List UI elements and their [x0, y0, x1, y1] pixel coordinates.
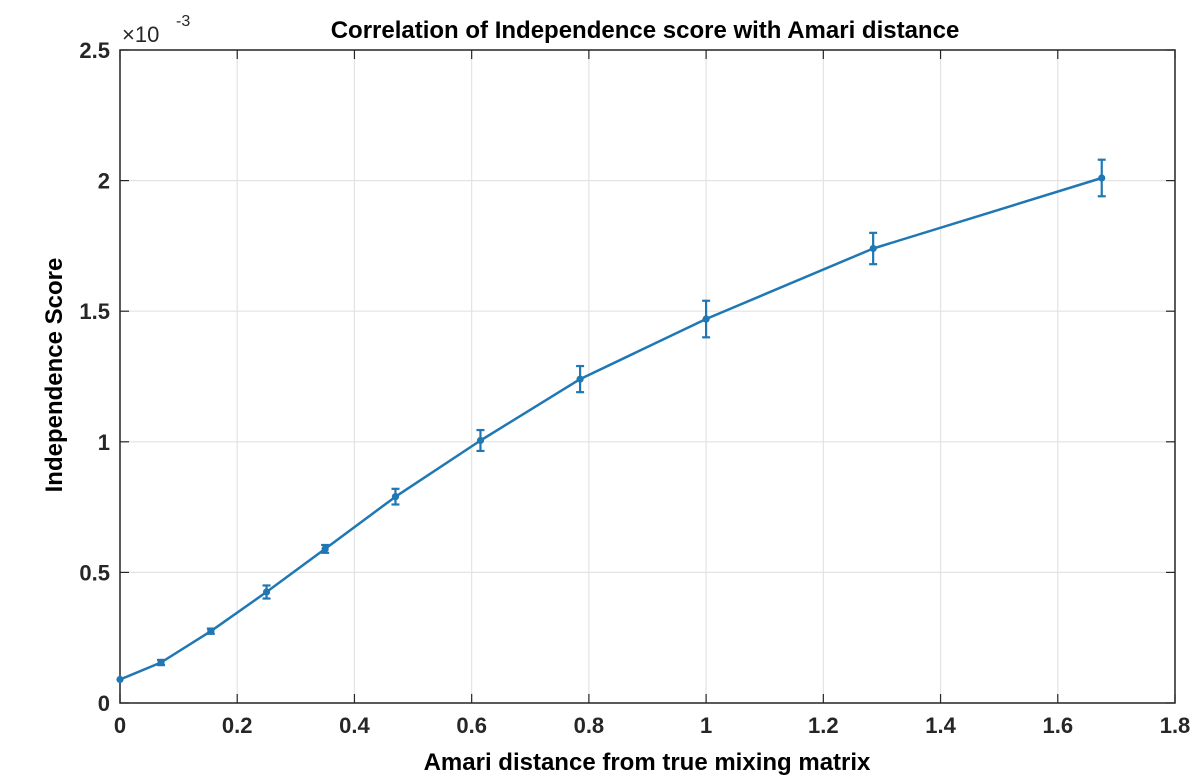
data-point — [391, 493, 400, 501]
y-tick-label: 2.5 — [79, 38, 110, 63]
x-tick-label: 0.4 — [339, 713, 370, 738]
y-tick-label: 1.5 — [79, 299, 110, 324]
data-point — [702, 315, 710, 323]
data-point — [576, 375, 584, 383]
data-point — [262, 588, 271, 596]
series — [116, 158, 1106, 684]
x-tick-label: 0.8 — [574, 713, 605, 738]
y-tick-label: 0.5 — [79, 560, 110, 585]
x-tick-label: 1.4 — [925, 713, 956, 738]
data-point — [207, 627, 215, 635]
y-tick-label: 0 — [98, 691, 110, 716]
y-exponent-value: -3 — [176, 13, 190, 30]
axes — [119, 49, 1176, 704]
x-tick-label: 1.2 — [808, 713, 839, 738]
data-point — [116, 675, 124, 684]
y-exponent-multiplier: ×10 — [122, 22, 159, 47]
x-tick-label: 1.6 — [1042, 713, 1073, 738]
y-axis-label: Independence Score — [41, 258, 68, 493]
data-point — [869, 244, 877, 253]
plot-area — [120, 50, 1175, 703]
x-axis-label: Amari distance from true mixing matrix — [424, 749, 871, 775]
data-point — [1098, 174, 1106, 182]
x-tick-label: 0 — [114, 713, 126, 738]
chart-title: Correlation of Independence score with A… — [331, 17, 960, 44]
x-tick-label: 1 — [700, 713, 712, 738]
y-tick-label: 2 — [98, 169, 110, 194]
x-tick-labels: 0 0.2 0.4 0.6 0.8 1 1.2 1.4 1.6 1.8 — [114, 713, 1190, 738]
x-tick-label: 1.8 — [1160, 713, 1191, 738]
data-point — [476, 436, 485, 445]
data-point — [321, 545, 329, 553]
y-tick-label: 1 — [98, 430, 110, 455]
axes-box — [119, 49, 1176, 704]
x-tick-label: 0.6 — [456, 713, 487, 738]
data-point — [157, 658, 165, 667]
x-tick-label: 0.2 — [222, 713, 253, 738]
y-tick-labels: 0 0.5 1 1.5 2 2.5 — [79, 38, 110, 716]
